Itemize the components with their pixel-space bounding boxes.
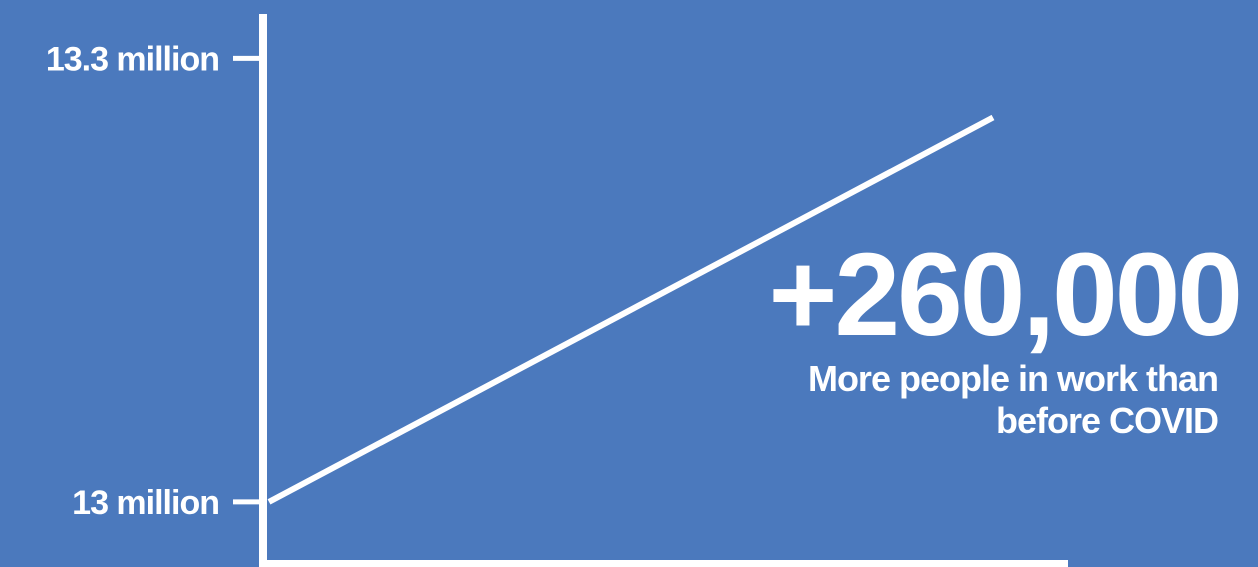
y-tick-label: 13 million	[72, 484, 219, 522]
headline-callout: +260,000 More people in work than before…	[700, 229, 1243, 442]
headline-number: +260,000	[768, 229, 1243, 361]
y-tick-label: 13.3 million	[46, 40, 219, 78]
chart-series	[267, 114, 995, 505]
chart-axes	[259, 14, 1068, 567]
y-axis-ticks: 13 million 13.3 million	[46, 40, 263, 522]
series-line	[267, 114, 995, 505]
headline-caption: More people in work than before COVID	[807, 358, 1219, 441]
